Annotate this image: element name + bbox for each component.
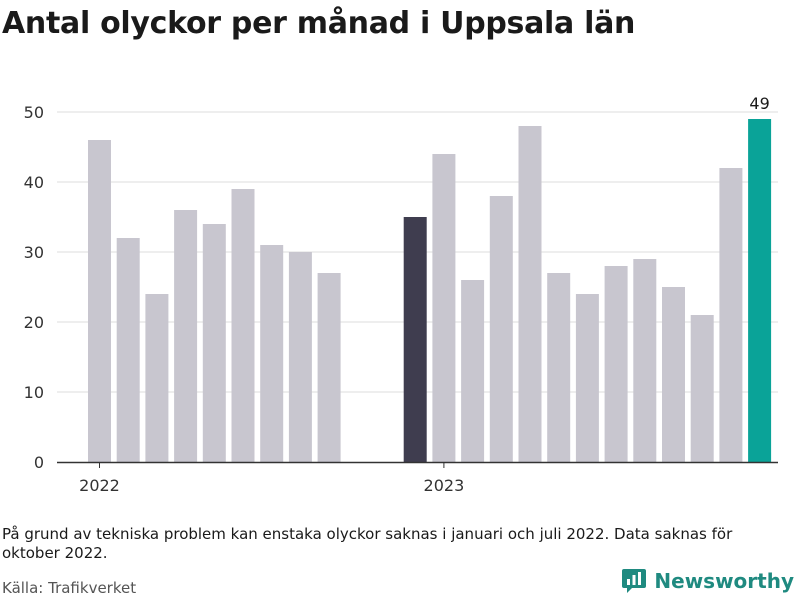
data-labels: 49 (749, 94, 769, 113)
data-label: 49 (749, 94, 769, 113)
bar-2022-12 (403, 217, 427, 462)
x-axis: 2022 2023 (57, 461, 778, 495)
bar-2023-01 (432, 154, 456, 462)
bar-2022-02 (116, 238, 140, 462)
bar-2023-11 (719, 168, 743, 462)
bar-2022-01 (88, 140, 111, 462)
bar-2022-05 (202, 224, 226, 462)
bar-2023-02 (461, 280, 485, 462)
y-tick-label: 30 (24, 243, 44, 262)
y-axis-ticks: 0 10 20 30 40 50 (24, 103, 44, 472)
bar-2023-08 (633, 259, 657, 462)
bar-2022-07 (260, 245, 284, 462)
chart-title: Antal olyckor per månad i Uppsala län (2, 6, 636, 41)
bar-2022-06 (231, 189, 255, 462)
bar-chart: 0 10 20 30 40 50 49 2022 2023 (24, 94, 778, 495)
y-tick-label: 40 (24, 173, 44, 192)
bar-2023-06 (575, 294, 599, 462)
bar-2023-04 (518, 126, 542, 462)
bar-2023-05 (547, 273, 571, 462)
y-tick-label: 20 (24, 313, 44, 332)
y-tick-label: 50 (24, 103, 44, 122)
chart-footnote: På grund av tekniska problem kan enstaka… (2, 525, 733, 562)
y-tick-label: 10 (24, 383, 44, 402)
bar-2023-12 (748, 119, 772, 462)
newsworthy-brand: Newsworthy (622, 569, 794, 593)
bar-2022-08 (288, 252, 312, 462)
bar-2023-10 (690, 315, 714, 462)
bar-2022-03 (145, 294, 169, 462)
bar-2023-03 (489, 196, 513, 462)
bar-2023-09 (662, 287, 685, 462)
bar-2022-04 (174, 210, 198, 462)
brand-name: Newsworthy (654, 569, 794, 593)
bar-2023-07 (604, 266, 628, 462)
newsworthy-logo-icon (622, 569, 647, 593)
x-tick-label: 2023 (424, 476, 465, 495)
source-label: Källa: Trafikverket (2, 579, 137, 597)
bars (88, 119, 772, 462)
x-tick-label: 2022 (79, 476, 120, 495)
y-tick-label: 0 (34, 453, 44, 472)
bar-2022-09 (317, 273, 341, 462)
